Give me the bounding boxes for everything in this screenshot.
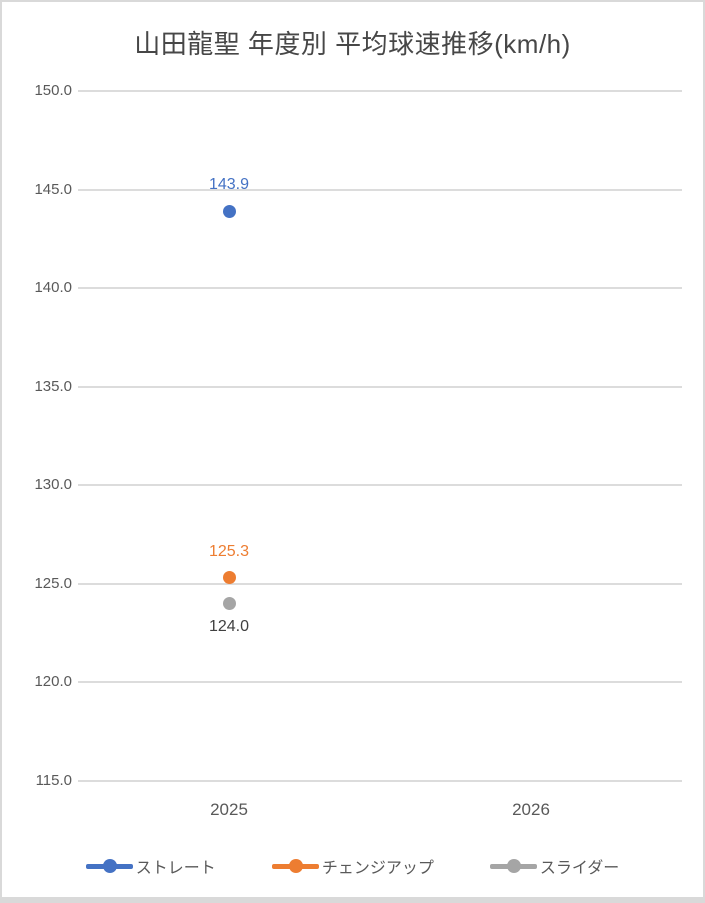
legend-label: スライダー: [539, 860, 620, 877]
legend-item-スライダー[interactable]: スライダー: [489, 854, 620, 878]
gridline: [78, 385, 682, 388]
legend-line-marker-icon: [85, 859, 133, 873]
y-axis-tick-label: 115.0: [35, 772, 72, 789]
gridline: [78, 484, 682, 487]
gridline: [78, 582, 682, 585]
gridline: [78, 287, 682, 290]
data-label: 124.0: [208, 617, 250, 635]
gridline: [78, 188, 682, 191]
gridline: [78, 780, 682, 782]
legend-label: チェンジアップ: [321, 860, 434, 877]
y-axis-tick-label: 125.0: [34, 574, 72, 592]
window-bottom-edge: [0, 897, 705, 903]
legend-line-marker-icon: [271, 859, 319, 873]
y-axis-tick-label: 130.0: [34, 476, 72, 494]
gridline: [78, 681, 682, 684]
x-axis-tick-label: 2026: [512, 800, 550, 819]
data-label: 125.3: [208, 542, 250, 560]
y-axis-tick-label: 120.0: [34, 673, 72, 691]
data-point-チェンジアップ[interactable]: [222, 571, 236, 585]
legend-item-チェンジアップ[interactable]: チェンジアップ: [271, 854, 434, 878]
x-axis-tick-label: 2025: [210, 800, 248, 819]
data-label: 143.9: [208, 176, 250, 194]
y-axis-tick-label: 150.0: [34, 82, 72, 99]
data-point-ストレート[interactable]: [222, 204, 236, 218]
legend-line-marker-icon: [489, 859, 537, 873]
y-axis-tick-label: 140.0: [34, 279, 72, 297]
legend-label: ストレート: [135, 860, 216, 877]
y-axis-tick-label: 145.0: [34, 180, 72, 198]
chart-title: 山田龍聖 年度別 平均球速推移(km/h): [134, 29, 571, 59]
data-point-スライダー[interactable]: [222, 597, 236, 611]
y-axis-tick-label: 135.0: [34, 377, 72, 395]
gridline: [78, 90, 682, 92]
legend-item-ストレート[interactable]: ストレート: [85, 854, 216, 878]
legend: ストレート チェンジアップ スライダー: [0, 854, 705, 878]
